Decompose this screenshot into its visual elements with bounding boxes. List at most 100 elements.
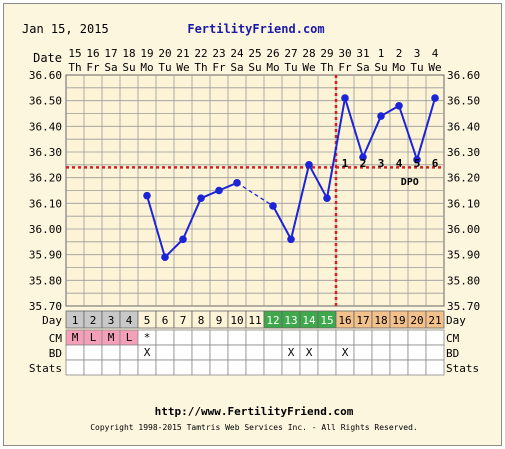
y-tick-label-right: 36.30 [447,146,480,159]
temp-line-segment [236,182,274,207]
temp-point[interactable] [215,186,223,195]
weekday-label: Su [374,61,387,74]
temp-point[interactable] [395,102,403,110]
cycle-day-label: 7 [180,314,187,327]
stats-cell [191,359,211,376]
temp-line-segment [182,197,202,240]
temp-line-segment [344,97,364,158]
stats-cell [155,359,175,376]
cm-mark: * [144,331,151,344]
date-label: 4 [432,47,439,60]
bd-row-label-right: BD [446,347,459,360]
temp-point[interactable] [377,112,385,120]
date-label: 16 [86,47,99,60]
stats-row-label-right: Stats [446,362,479,375]
bd-cell [317,344,337,361]
cycle-day-label: 11 [248,314,261,327]
dpo-number: 2 [360,157,367,170]
dpo-number: 5 [414,157,421,170]
cm-cell [389,329,409,346]
temp-point[interactable] [287,235,295,244]
footer-url[interactable]: http://www.FertilityFriend.com [155,405,354,418]
date-label: 30 [338,47,351,60]
cycle-day-cell [425,310,445,329]
stats-cell [83,359,103,376]
y-tick-label: 35.90 [29,249,62,262]
temp-line-segment [416,97,436,160]
cycle-day-label: 8 [198,314,205,327]
dpo-number: 1 [342,157,349,170]
cycle-day-label: 1 [72,314,79,327]
y-tick-label-right: 36.50 [447,95,480,108]
cycle-day-label: 13 [284,314,297,327]
temp-point[interactable] [143,191,151,200]
cm-cell [191,329,211,346]
weekday-label: Sa [230,61,243,74]
cycle-day-label: 17 [356,314,369,327]
date-label: 31 [356,47,369,60]
date-label: 2 [396,47,403,60]
cm-cell [209,329,229,346]
cm-row-label: CM [49,332,63,345]
stats-row-label: Stats [29,362,62,375]
temp-point[interactable] [179,235,187,244]
y-tick-label: 36.00 [29,223,62,236]
temp-point[interactable] [341,94,349,102]
y-tick-label: 36.60 [29,69,62,82]
weekday-label: Fr [86,61,100,74]
cm-mark: M [108,331,115,344]
cm-cell [317,329,337,346]
cm-mark: L [90,331,97,344]
date-label: 3 [414,47,421,60]
date-row-label: Date [33,51,62,65]
date-label: 23 [212,47,225,60]
stats-cell [425,359,445,376]
brand-title: FertilityFriend.com [187,22,324,36]
weekday-label: Fr [212,61,226,74]
cycle-day-label: 4 [126,314,133,327]
temp-point[interactable] [431,94,439,102]
weekday-label: Su [248,61,261,74]
cycle-day-label: 20 [410,314,423,327]
stats-cell [317,359,337,376]
dpo-label: DPO [401,177,419,188]
date-label: 18 [122,47,135,60]
chart-date: Jan 15, 2015 [22,22,109,36]
cycle-day-label: 16 [338,314,351,327]
bd-cell [245,344,265,361]
weekday-label: We [176,61,189,74]
temp-point[interactable] [323,194,331,202]
bd-cell [83,344,103,361]
temp-point[interactable] [197,194,205,202]
bd-cell [227,344,247,361]
cycle-day-label: 19 [392,314,405,327]
date-label: 26 [266,47,279,60]
temp-point[interactable] [413,155,421,164]
date-label: 19 [140,47,153,60]
copyright-text: Copyright 1998-2015 Tamtris Web Services… [90,423,418,432]
bd-mark: X [342,346,349,359]
temp-point[interactable] [233,179,241,187]
cm-cell [353,329,373,346]
y-tick-label-right: 36.60 [447,69,480,82]
temp-line-segment [398,105,418,161]
y-tick-label: 36.50 [29,95,62,108]
bd-cell [371,344,391,361]
stats-cell [299,359,319,376]
cm-row-label-right: CM [446,332,460,345]
bd-cell [101,344,121,361]
date-label: 1 [378,47,385,60]
temp-point[interactable] [305,161,313,169]
weekday-label: Tu [158,61,171,74]
cycle-day-label: 9 [216,314,223,327]
stats-cell [227,359,247,376]
temp-point[interactable] [359,153,367,161]
cycle-day-label: 21 [428,314,441,327]
temp-point[interactable] [161,253,169,262]
temp-point[interactable] [269,202,277,210]
weekday-label: We [302,61,315,74]
temp-line-segment [164,238,184,258]
weekday-label: Th [320,61,333,74]
bd-mark: X [144,346,151,359]
bd-cell [389,344,409,361]
